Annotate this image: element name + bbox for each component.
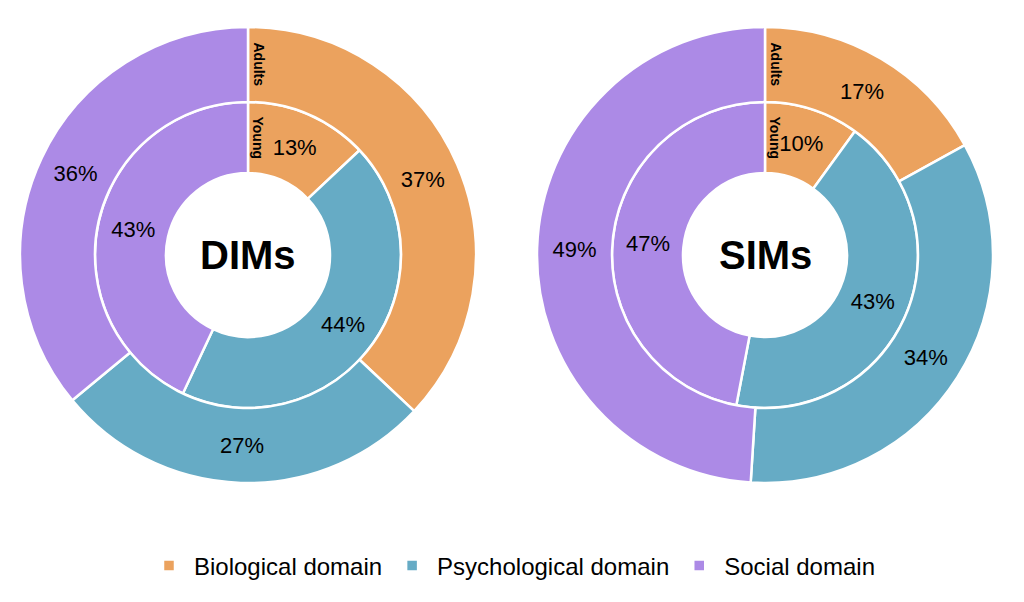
svg-text:37%: 37% bbox=[401, 167, 445, 192]
svg-text:SIMs: SIMs bbox=[719, 233, 812, 277]
svg-text:Social domain: Social domain bbox=[724, 553, 875, 580]
svg-text:13%: 13% bbox=[273, 135, 317, 160]
svg-text:Young: Young bbox=[767, 117, 783, 160]
svg-text:44%: 44% bbox=[321, 312, 365, 337]
svg-text:43%: 43% bbox=[851, 289, 895, 314]
svg-text:DIMs: DIMs bbox=[200, 233, 296, 277]
svg-text:Adults: Adults bbox=[768, 43, 784, 87]
svg-text:Adults: Adults bbox=[251, 43, 267, 87]
svg-text:36%: 36% bbox=[54, 161, 98, 186]
svg-text:47%: 47% bbox=[626, 231, 670, 256]
svg-text:49%: 49% bbox=[553, 237, 597, 262]
svg-text:34%: 34% bbox=[904, 345, 948, 370]
svg-text:43%: 43% bbox=[111, 217, 155, 242]
svg-text:Biological domain: Biological domain bbox=[194, 553, 382, 580]
svg-text:17%: 17% bbox=[840, 79, 884, 104]
svg-text:Psychological domain: Psychological domain bbox=[437, 553, 669, 580]
svg-text:Young: Young bbox=[250, 117, 266, 160]
svg-text:10%: 10% bbox=[779, 131, 823, 156]
svg-text:27%: 27% bbox=[220, 433, 264, 458]
